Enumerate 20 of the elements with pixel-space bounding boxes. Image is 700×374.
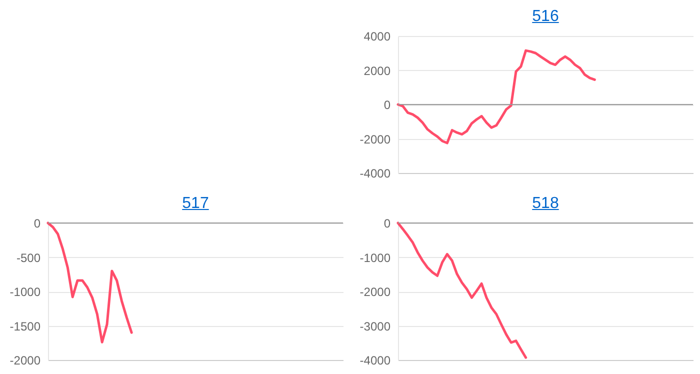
chart-title: 517 xyxy=(182,195,209,212)
y-tick-label: -500 xyxy=(16,250,41,265)
line-series xyxy=(396,49,596,144)
y-tick-label: -1000 xyxy=(360,250,391,265)
y-tick-label: 4000 xyxy=(364,30,391,44)
chart-title: 518 xyxy=(532,195,559,212)
y-tick-label: 0 xyxy=(384,98,391,112)
y-tick-label: -1500 xyxy=(10,319,41,334)
y-tick-label: 0 xyxy=(384,216,391,230)
y-tick-label: -3000 xyxy=(360,319,391,334)
y-tick-label: 2000 xyxy=(364,64,391,78)
y-tick-label: -2000 xyxy=(360,285,391,299)
y-tick-label: -4000 xyxy=(360,354,391,368)
y-tick-label: -1000 xyxy=(10,285,41,299)
y-tick-label: -2000 xyxy=(360,132,391,146)
y-tick-label: 0 xyxy=(34,216,41,230)
chart-title: 516 xyxy=(532,8,559,25)
y-tick-label: -2000 xyxy=(10,354,41,368)
line-series xyxy=(46,222,133,344)
y-tick-label: -4000 xyxy=(360,166,391,180)
